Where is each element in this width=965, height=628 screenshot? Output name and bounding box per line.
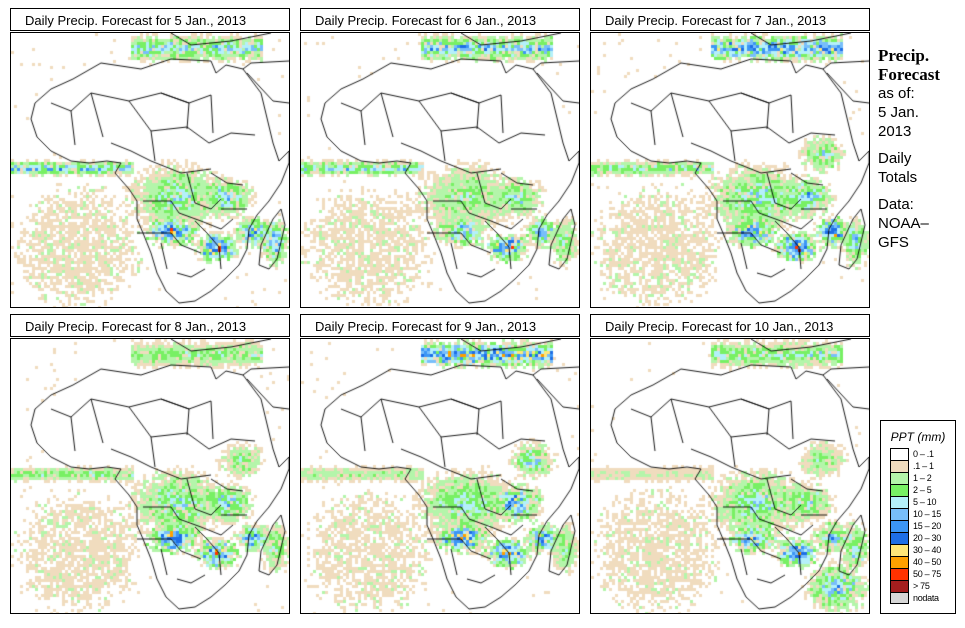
info-title-line2: Forecast bbox=[878, 65, 940, 84]
precip-legend: PPT (mm) 0 – .1 .1 – 1 1 – 2 2 – 5 5 – 10 10 … bbox=[880, 420, 956, 614]
legend-swatch bbox=[890, 448, 909, 460]
legend-label: 10 – 15 bbox=[913, 509, 941, 519]
asof-date: 5 Jan. bbox=[878, 104, 919, 121]
legend-item: .1 – 1 bbox=[890, 460, 955, 472]
legend-item: 10 – 15 bbox=[890, 508, 955, 520]
legend-label: nodata bbox=[913, 593, 939, 603]
legend-label: 15 – 20 bbox=[913, 521, 941, 531]
precip-map-canvas bbox=[591, 33, 869, 307]
precip-map bbox=[590, 338, 870, 614]
legend-label: 0 – .1 bbox=[913, 449, 934, 459]
legend-item: 30 – 40 bbox=[890, 544, 955, 556]
legend-swatch bbox=[890, 508, 909, 520]
legend-swatch bbox=[890, 520, 909, 532]
legend-item: 0 – .1 bbox=[890, 448, 955, 460]
legend-label: 30 – 40 bbox=[913, 545, 941, 555]
legend-label: 1 – 2 bbox=[913, 473, 932, 483]
panel-title: Daily Precip. Forecast for 9 Jan., 2013 bbox=[300, 314, 580, 337]
legend-title: PPT (mm) bbox=[890, 430, 946, 444]
panel-title: Daily Precip. Forecast for 5 Jan., 2013 bbox=[10, 8, 290, 31]
legend-label: .1 – 1 bbox=[913, 461, 934, 471]
legend-item: 5 – 10 bbox=[890, 496, 955, 508]
precip-map bbox=[590, 32, 870, 308]
legend-item: 1 – 2 bbox=[890, 472, 955, 484]
legend-swatch bbox=[890, 556, 909, 568]
panel-title: Daily Precip. Forecast for 7 Jan., 2013 bbox=[590, 8, 870, 31]
precip-map bbox=[10, 338, 290, 614]
forecast-info: Precip. Forecast as of: 5 Jan. 2013 Dail… bbox=[878, 46, 963, 252]
legend-swatch bbox=[890, 544, 909, 556]
legend-label: 2 – 5 bbox=[913, 485, 932, 495]
legend-swatch bbox=[890, 472, 909, 484]
precip-map-canvas bbox=[591, 339, 869, 613]
legend-item: 20 – 30 bbox=[890, 532, 955, 544]
asof-label: as of: bbox=[878, 85, 915, 102]
legend-swatch bbox=[890, 484, 909, 496]
totals-line2: Totals bbox=[878, 169, 918, 186]
legend-item: 2 – 5 bbox=[890, 484, 955, 496]
totals-line1: Daily bbox=[878, 150, 912, 167]
precip-map bbox=[10, 32, 290, 308]
legend-swatch bbox=[890, 460, 909, 472]
precip-map-canvas bbox=[301, 339, 579, 613]
legend-label: 5 – 10 bbox=[913, 497, 937, 507]
legend-swatch bbox=[890, 592, 909, 604]
precip-map bbox=[300, 338, 580, 614]
source-model: GFS bbox=[878, 234, 909, 251]
source-label: Data: bbox=[878, 196, 914, 213]
legend-item: > 75 bbox=[890, 580, 955, 592]
panel-title: Daily Precip. Forecast for 10 Jan., 2013 bbox=[590, 314, 870, 337]
precip-map-canvas bbox=[301, 33, 579, 307]
info-title-line1: Precip. bbox=[878, 46, 930, 65]
legend-label: > 75 bbox=[913, 581, 930, 591]
panel-title: Daily Precip. Forecast for 8 Jan., 2013 bbox=[10, 314, 290, 337]
legend-item: 50 – 75 bbox=[890, 568, 955, 580]
legend-label: 50 – 75 bbox=[913, 569, 941, 579]
legend-swatch bbox=[890, 496, 909, 508]
legend-item: nodata bbox=[890, 592, 955, 604]
legend-item: 15 – 20 bbox=[890, 520, 955, 532]
legend-item: 40 – 50 bbox=[890, 556, 955, 568]
panel-title: Daily Precip. Forecast for 6 Jan., 2013 bbox=[300, 8, 580, 31]
legend-label: 20 – 30 bbox=[913, 533, 941, 543]
legend-swatch bbox=[890, 568, 909, 580]
precip-map-canvas bbox=[11, 33, 289, 307]
precip-map-canvas bbox=[11, 339, 289, 613]
legend-swatch bbox=[890, 532, 909, 544]
legend-items: 0 – .1 .1 – 1 1 – 2 2 – 5 5 – 10 10 – 15 15 – … bbox=[881, 448, 955, 604]
source-name: NOAA– bbox=[878, 215, 929, 232]
precip-map bbox=[300, 32, 580, 308]
legend-label: 40 – 50 bbox=[913, 557, 941, 567]
legend-swatch bbox=[890, 580, 909, 592]
asof-year: 2013 bbox=[878, 123, 912, 140]
